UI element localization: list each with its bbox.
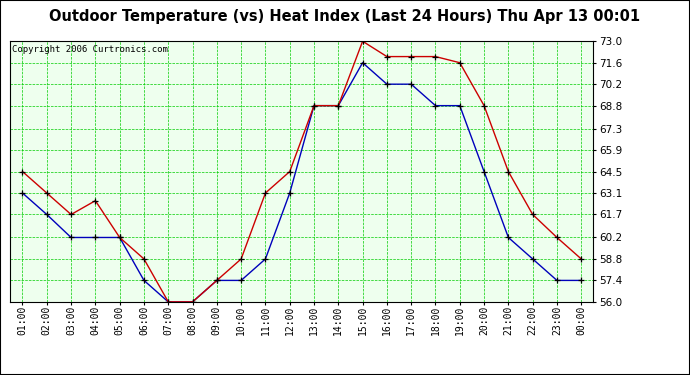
Text: Outdoor Temperature (vs) Heat Index (Last 24 Hours) Thu Apr 13 00:01: Outdoor Temperature (vs) Heat Index (Las… <box>50 9 640 24</box>
Text: Copyright 2006 Curtronics.com: Copyright 2006 Curtronics.com <box>12 45 168 54</box>
